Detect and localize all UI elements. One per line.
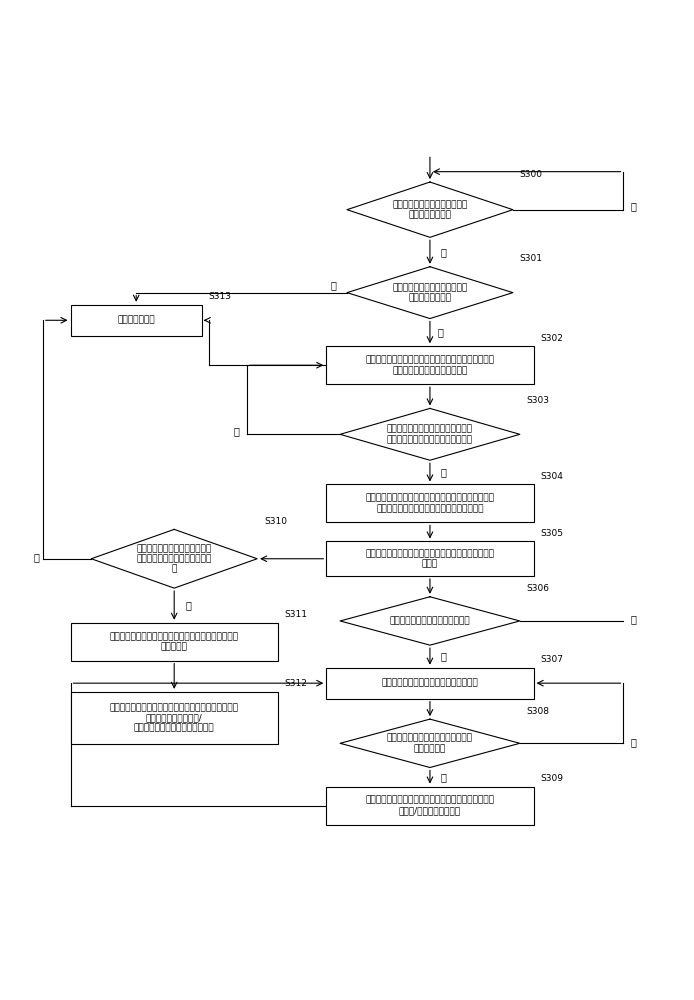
Text: S309: S309	[541, 774, 564, 783]
Text: S305: S305	[541, 529, 564, 538]
Text: 否: 否	[185, 600, 191, 610]
Text: 否: 否	[234, 426, 240, 436]
Text: S306: S306	[527, 584, 550, 593]
Text: 否: 否	[437, 327, 443, 337]
Polygon shape	[347, 182, 513, 237]
Text: 调制解调器开启第二协议栈，并使用第二协议栈进行网
络注册: 调制解调器开启第二协议栈，并使用第二协议栈进行网 络注册	[366, 549, 494, 568]
Text: S307: S307	[541, 655, 564, 664]
Text: 调制解调器恢复支持的多个协议栈中的默认协议栈开关
状态和/或复位调制解调器: 调制解调器恢复支持的多个协议栈中的默认协议栈开关 状态和/或复位调制解调器	[366, 796, 494, 815]
Text: 重启调制解调器: 重启调制解调器	[117, 316, 155, 325]
FancyBboxPatch shape	[71, 305, 202, 336]
Text: 调制解调器判断调制解调器内的
公共模块是否异常: 调制解调器判断调制解调器内的 公共模块是否异常	[392, 283, 468, 302]
Polygon shape	[340, 719, 520, 768]
Text: 是: 是	[331, 281, 337, 291]
Text: 调制解调器关闭第一协议栈，以及从调制解调器支持的
多个协议栈中选择除第一协议栈的第二协议栈: 调制解调器关闭第一协议栈，以及从调制解调器支持的 多个协议栈中选择除第一协议栈的…	[366, 494, 494, 513]
Text: S308: S308	[527, 707, 550, 716]
FancyBboxPatch shape	[326, 346, 534, 384]
Text: 是: 是	[33, 552, 40, 562]
Text: 调制解调器记录移动终端的当前位置信息: 调制解调器记录移动终端的当前位置信息	[382, 679, 478, 688]
FancyBboxPatch shape	[326, 787, 534, 825]
Text: 调制解调器确定调制解调器内的协议栈异常，并获取调
制解调器当前使用的第一协议栈: 调制解调器确定调制解调器内的协议栈异常，并获取调 制解调器当前使用的第一协议栈	[366, 356, 494, 375]
FancyBboxPatch shape	[71, 623, 278, 661]
Text: S303: S303	[527, 396, 550, 405]
Text: 否: 否	[630, 201, 636, 211]
Text: S313: S313	[209, 292, 232, 301]
Text: S312: S312	[285, 679, 307, 688]
FancyBboxPatch shape	[71, 692, 278, 744]
Text: 是: 是	[441, 772, 447, 782]
Text: S304: S304	[541, 472, 564, 481]
Text: S300: S300	[520, 170, 543, 179]
Text: 调制解调器检测移动终端的位置信息
是否发生变化: 调制解调器检测移动终端的位置信息 是否发生变化	[387, 734, 473, 753]
Text: 调制解调器获取调制解调器异常的异常原因和调制解调
器异常日志: 调制解调器获取调制解调器异常的异常原因和调制解调 器异常日志	[110, 632, 239, 651]
Text: 是: 是	[441, 651, 447, 661]
Text: S301: S301	[520, 254, 543, 263]
Text: 调制解调器检测移动终端内的调
制解调器是否异常: 调制解调器检测移动终端内的调 制解调器是否异常	[392, 200, 468, 219]
Text: 是: 是	[441, 467, 447, 477]
Text: 是: 是	[441, 247, 447, 257]
Polygon shape	[347, 267, 513, 319]
Text: 调制解调器判断在预设时间范围内是
否发生过预设次数的调制解调器异常: 调制解调器判断在预设时间范围内是 否发生过预设次数的调制解调器异常	[387, 425, 473, 444]
FancyBboxPatch shape	[326, 484, 534, 522]
FancyBboxPatch shape	[326, 668, 534, 699]
Text: 否: 否	[630, 614, 636, 624]
Text: S302: S302	[541, 334, 564, 343]
Polygon shape	[340, 408, 520, 460]
FancyBboxPatch shape	[326, 541, 534, 576]
Text: 否: 否	[630, 737, 636, 747]
Text: 调制解调器判断移动终端内的调
制解调器异常的异常原因是否上
报: 调制解调器判断移动终端内的调 制解调器异常的异常原因是否上 报	[137, 544, 212, 574]
Polygon shape	[340, 597, 520, 645]
Text: 调制解调器将调制解调器异常的异常原因和调制解调器
异常日志上报给网络和/
或显示调制解调器异常的异常原因: 调制解调器将调制解调器异常的异常原因和调制解调器 异常日志上报给网络和/ 或显示…	[110, 703, 239, 733]
Text: S311: S311	[285, 610, 308, 619]
Text: S310: S310	[264, 517, 287, 526]
Text: 调制解调器判断网络注册是否成功: 调制解调器判断网络注册是否成功	[389, 616, 471, 625]
Polygon shape	[91, 529, 257, 588]
